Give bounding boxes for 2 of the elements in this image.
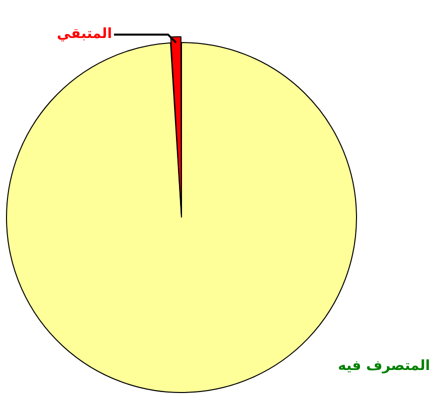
slice-label: المتبقي <box>56 26 112 42</box>
slice-label: المتصرف فيه <box>338 358 430 374</box>
